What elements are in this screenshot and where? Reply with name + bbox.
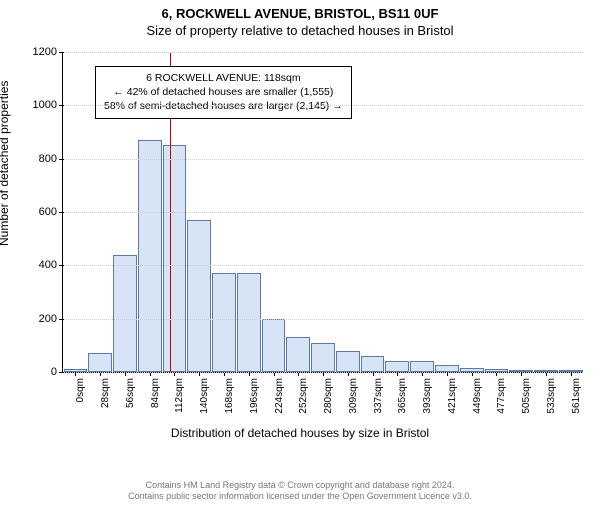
xtick: 0sqm [63, 372, 88, 422]
gridline [63, 159, 583, 160]
xtick-label: 393sqm [422, 378, 433, 414]
ytick-label: 1000 [33, 99, 63, 111]
histogram-bar [88, 353, 112, 372]
histogram-bar [385, 361, 409, 372]
ytick-label: 400 [39, 259, 63, 271]
annotation-line-2: ← 42% of detached houses are smaller (1,… [104, 85, 343, 99]
histogram-bar [212, 273, 236, 372]
xtick: 421sqm [434, 372, 459, 422]
xtick: 337sqm [360, 372, 385, 422]
xtick: 224sqm [261, 372, 286, 422]
histogram-bar [286, 337, 310, 372]
ytick-label: 600 [39, 206, 63, 218]
xtick-label: 365sqm [397, 378, 408, 414]
annotation-line-3: 58% of semi-detached houses are larger (… [104, 99, 343, 113]
histogram-bar [237, 273, 261, 372]
gridline [63, 265, 583, 266]
xtick-label: 337sqm [373, 378, 384, 414]
xtick-label: 561sqm [571, 378, 582, 414]
xtick: 112sqm [162, 372, 187, 422]
xtick: 280sqm [311, 372, 336, 422]
y-axis-label: Number of detached properties [0, 81, 11, 246]
xtick: 28sqm [88, 372, 113, 422]
xticks-group: 0sqm 28sqm 56sqm 84sqm 112sqm 140sqm 168sqm 196… [63, 372, 583, 422]
xtick-label: 449sqm [472, 378, 483, 414]
gridline [63, 212, 583, 213]
xtick: 365sqm [385, 372, 410, 422]
footer-line-2: Contains public sector information licen… [0, 491, 600, 502]
gridline [63, 372, 583, 373]
xtick-label: 280sqm [323, 378, 334, 414]
xtick: 309sqm [335, 372, 360, 422]
xtick-label: 56sqm [125, 378, 136, 408]
chart-title-sub: Size of property relative to detached ho… [0, 23, 600, 38]
xtick-label: 84sqm [150, 378, 161, 408]
xtick: 505sqm [509, 372, 534, 422]
chart-container: Number of detached properties 0sqm 28sqm 5… [0, 46, 600, 446]
xtick-label: 477sqm [496, 378, 507, 414]
plot-area: 0sqm28sqm56sqm84sqm112sqm140sqm168sqm196… [62, 52, 583, 373]
xtick-label: 28sqm [100, 378, 111, 408]
histogram-bar [163, 145, 187, 372]
histogram-bar [410, 361, 434, 372]
footer-line-1: Contains HM Land Registry data © Crown c… [0, 480, 600, 491]
xtick-label: 533sqm [546, 378, 557, 414]
ytick-label: 200 [39, 313, 63, 325]
xtick-label: 421sqm [447, 378, 458, 414]
ytick-label: 800 [39, 153, 63, 165]
ytick-label: 1200 [33, 46, 63, 58]
xtick: 477sqm [484, 372, 509, 422]
chart-title-main: 6, ROCKWELL AVENUE, BRISTOL, BS11 0UF [0, 6, 600, 21]
x-axis-label: Distribution of detached houses by size … [0, 426, 600, 440]
gridline [63, 319, 583, 320]
histogram-bar [361, 356, 385, 372]
ytick-label: 0 [51, 366, 63, 378]
xtick-label: 224sqm [274, 378, 285, 414]
gridline [63, 105, 583, 106]
xtick: 393sqm [410, 372, 435, 422]
gridline [63, 52, 583, 53]
histogram-bar [435, 365, 459, 372]
xtick-label: 140sqm [199, 378, 210, 414]
annotation-box: 6 ROCKWELL AVENUE: 118sqm ← 42% of detac… [95, 66, 352, 119]
xtick-label: 112sqm [174, 378, 185, 413]
xtick: 56sqm [113, 372, 138, 422]
footer-attribution: Contains HM Land Registry data © Crown c… [0, 480, 600, 503]
annotation-line-1: 6 ROCKWELL AVENUE: 118sqm [104, 71, 343, 85]
histogram-bar [311, 343, 335, 372]
xtick: 140sqm [187, 372, 212, 422]
xtick-label: 505sqm [521, 378, 532, 414]
histogram-bar [336, 351, 360, 372]
xtick: 196sqm [236, 372, 261, 422]
xtick-label: 168sqm [224, 378, 235, 414]
xtick: 84sqm [137, 372, 162, 422]
histogram-bar [138, 140, 162, 372]
xtick-label: 196sqm [249, 378, 260, 414]
histogram-bar [262, 319, 286, 372]
xtick: 533sqm [534, 372, 559, 422]
xtick-label: 252sqm [298, 378, 309, 414]
histogram-bar [187, 220, 211, 372]
xtick: 561sqm [558, 372, 583, 422]
xtick: 168sqm [212, 372, 237, 422]
xtick: 252sqm [286, 372, 311, 422]
xtick-label: 0sqm [75, 378, 86, 402]
histogram-bar [113, 255, 137, 372]
xtick: 449sqm [459, 372, 484, 422]
xtick-label: 309sqm [348, 378, 359, 414]
